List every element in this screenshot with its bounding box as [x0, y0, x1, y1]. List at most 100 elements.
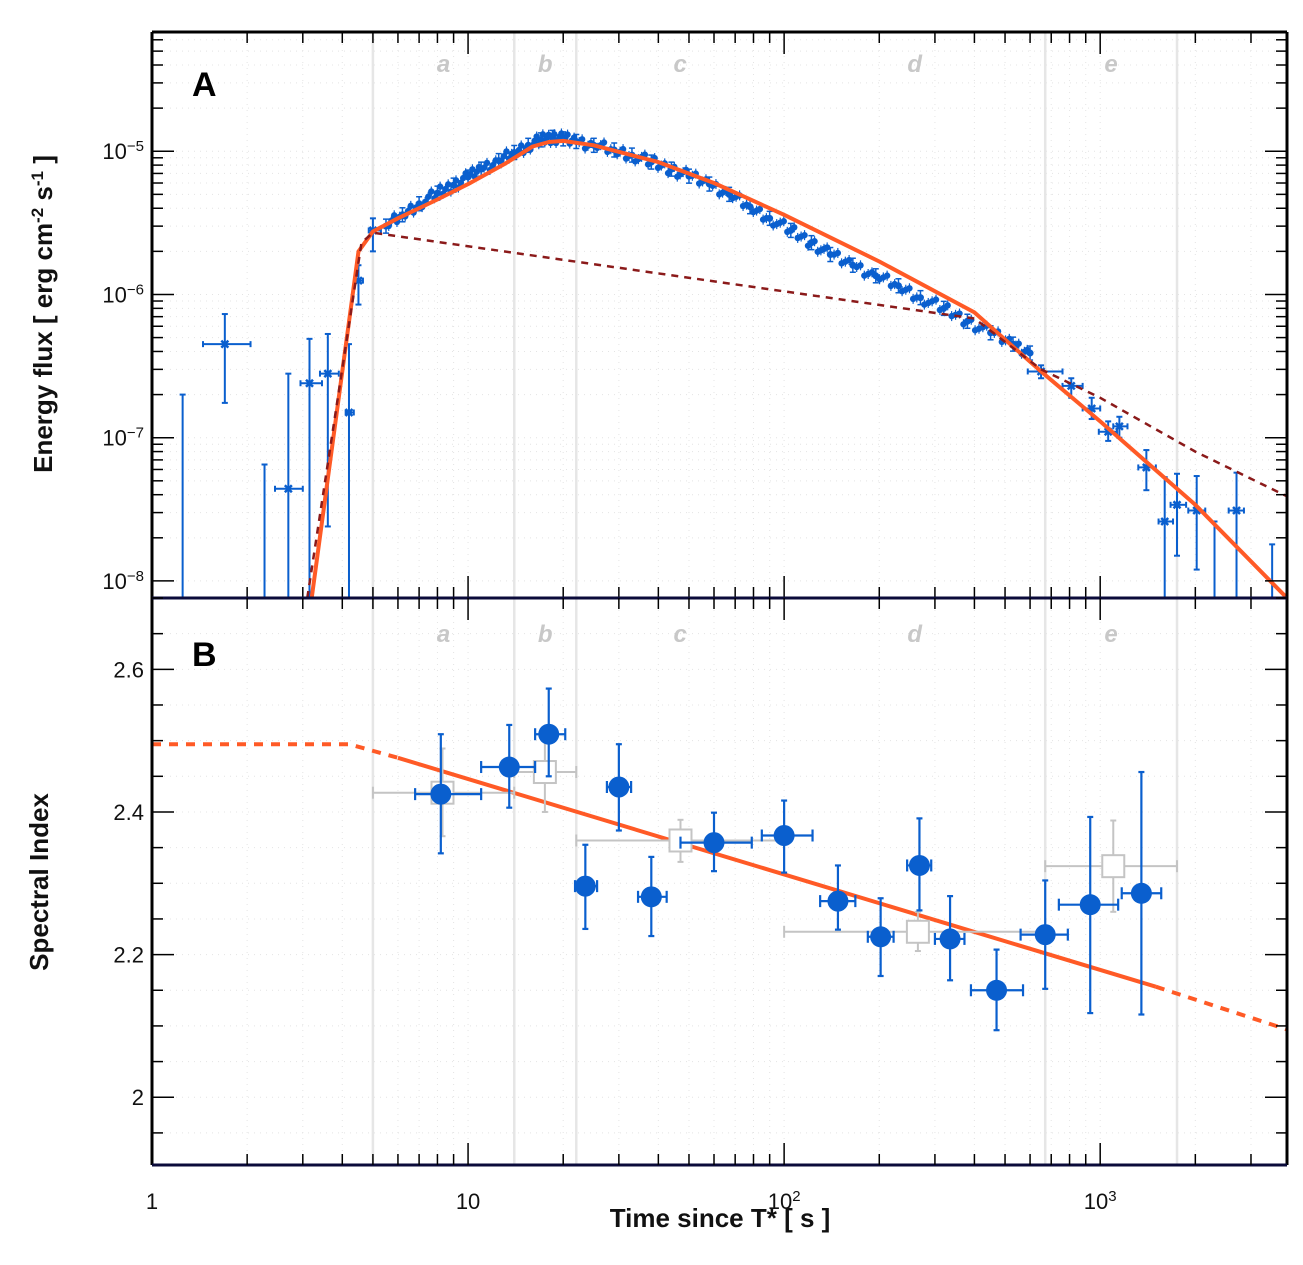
region-label-d: d	[907, 51, 923, 78]
fit-line-index-model-extrapolated-late-	[1155, 984, 1287, 1032]
flux-data-point	[344, 343, 355, 598]
dot-marker	[766, 214, 774, 222]
open-square-marker	[532, 760, 557, 785]
x-tick-label: 10	[456, 1189, 480, 1214]
fine-index-point	[933, 895, 966, 982]
panel-b-data	[371, 687, 1179, 1032]
fine-index-point	[414, 733, 483, 855]
filled-circle-marker	[608, 776, 630, 798]
fine-index-point	[969, 948, 1025, 1032]
flux-data-point	[261, 463, 268, 598]
panel-a-label: A	[192, 66, 217, 104]
flux-data-point	[318, 332, 340, 528]
open-square-marker	[1101, 854, 1126, 879]
panel-a-y-axis-title: Energy flux [ erg cm-2 s-1 ]	[28, 155, 59, 473]
fine-index-point	[819, 864, 857, 931]
dot-marker	[1026, 349, 1034, 357]
region-label-a: a	[437, 51, 450, 78]
filled-circle-marker	[827, 890, 849, 912]
fine-index-point	[1057, 815, 1120, 1015]
x-marker	[1114, 421, 1124, 431]
region-label-c: c	[674, 51, 687, 78]
x-marker	[323, 369, 333, 379]
fine-index-point	[636, 855, 668, 938]
panel-b-region-labels: a b c d e	[437, 621, 1118, 648]
tick-base: 1	[146, 1189, 158, 1214]
ylabel-suffix: ]	[28, 155, 58, 171]
fine-index-point	[1120, 770, 1163, 1016]
fine-index-point	[906, 817, 933, 912]
region-label-b: b	[538, 51, 553, 78]
fine-index-point	[605, 743, 633, 832]
tick-exponent: −8	[127, 567, 144, 584]
dot-marker	[916, 294, 924, 302]
filled-circle-marker	[939, 928, 961, 950]
flux-data-point	[1227, 471, 1245, 598]
y-tick-label: 2.4	[113, 800, 144, 825]
filled-circle-marker	[703, 832, 725, 854]
y-tick-label: 2	[132, 1085, 144, 1110]
panel-a-fit-lines	[306, 138, 1287, 598]
x-marker	[1172, 500, 1182, 510]
flux-data-point	[299, 337, 323, 598]
panel-b-fit-lines	[152, 742, 1287, 1032]
tick-base: 10	[1084, 1189, 1108, 1214]
filled-circle-marker	[1034, 924, 1056, 946]
ylabel-exp1: -2	[28, 208, 47, 223]
panel-a-region-lines	[371, 32, 1179, 598]
panel-a-data	[179, 128, 1276, 598]
y-tick-label: 10−8	[102, 567, 144, 594]
region-label-c: c	[674, 621, 687, 648]
coarse-index-point	[1044, 819, 1179, 913]
y-tick-label: 10−5	[102, 138, 144, 165]
region-label-e: e	[1104, 51, 1117, 78]
filled-circle-marker	[430, 783, 452, 805]
fine-index-point	[480, 723, 537, 809]
x-tick-label: 103	[1084, 1188, 1117, 1215]
dot-marker	[894, 282, 902, 290]
filled-circle-marker	[498, 756, 520, 778]
flux-data-point	[1269, 543, 1276, 598]
x-marker	[1232, 506, 1241, 515]
x-tick-label: 102	[768, 1188, 801, 1215]
flux-data-point	[179, 393, 186, 598]
filled-circle-marker	[538, 723, 560, 745]
open-square-marker	[905, 919, 930, 944]
panel-b-y-axis-title: Spectral Index	[24, 793, 54, 971]
filled-circle-marker	[1079, 894, 1101, 916]
panel-b-label: B	[192, 636, 217, 674]
filled-circle-marker	[908, 854, 930, 876]
ylabel-prefix: Energy flux [ erg cm	[28, 223, 58, 473]
panel-b-axes: 2.62.42.221 10 102 103	[113, 596, 1289, 1215]
tick-exponent: −7	[127, 424, 144, 441]
tick-base: 10	[456, 1189, 480, 1214]
x-marker	[305, 378, 314, 388]
fine-index-point	[679, 811, 753, 873]
ylabel-mid: s	[28, 186, 58, 208]
tick-exponent: 3	[1108, 1188, 1116, 1205]
x-marker	[220, 339, 230, 349]
tick-base: 10	[102, 426, 126, 451]
tick-exponent: −5	[127, 138, 144, 155]
region-label-d: d	[907, 621, 923, 648]
dot-marker	[433, 189, 441, 197]
filled-circle-marker	[773, 824, 795, 846]
flux-data-point	[916, 289, 924, 306]
panel-a-region-labels: a b c d e	[437, 51, 1118, 78]
x-marker	[1160, 517, 1170, 526]
region-label-e: e	[1104, 621, 1117, 648]
y-tick-label: 10−7	[102, 424, 144, 451]
fine-index-point	[1019, 879, 1069, 990]
y-tick-label: 10−6	[102, 281, 144, 308]
filled-circle-marker	[1130, 882, 1152, 904]
x-marker	[283, 484, 293, 494]
flux-data-point	[1112, 415, 1129, 439]
fit-line-index-model	[397, 755, 1157, 989]
y-tick-label: 2.6	[113, 657, 144, 682]
fit-line-single-power-law-decay	[306, 231, 1287, 598]
flux-data-point	[1187, 475, 1207, 571]
tick-base: 10	[102, 569, 126, 594]
x-marker	[344, 408, 354, 417]
fine-index-point	[534, 687, 567, 778]
